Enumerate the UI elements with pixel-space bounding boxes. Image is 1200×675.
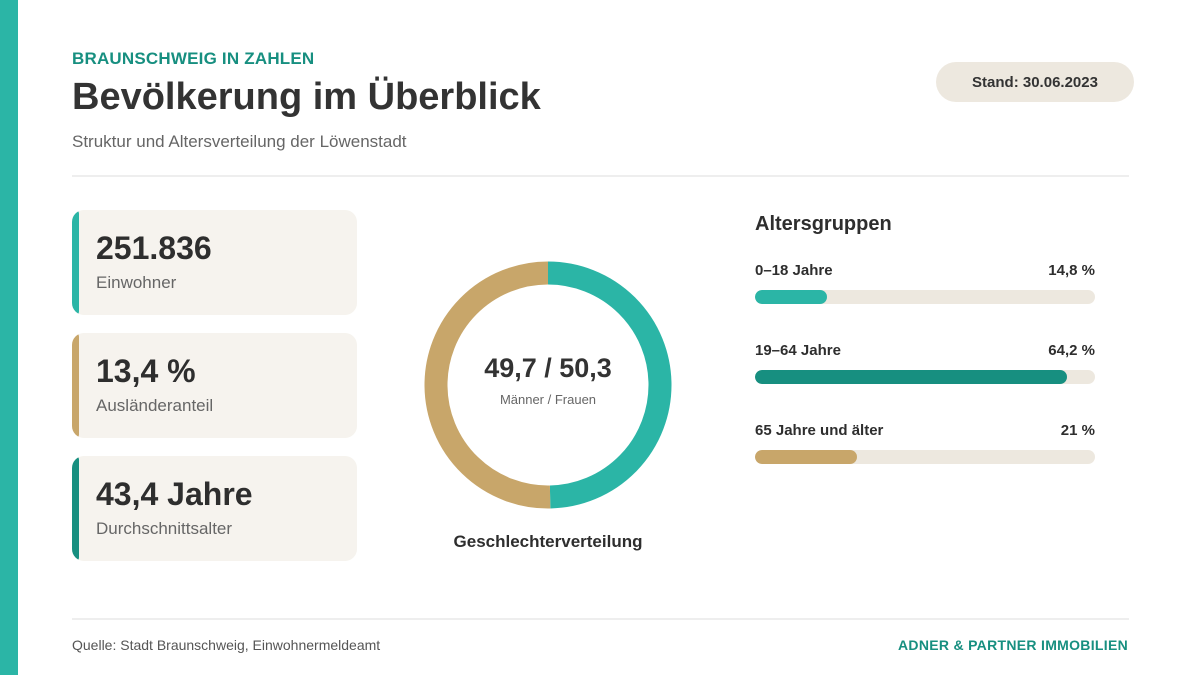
age-bar-fill [755,290,827,304]
age-row-19-64: 19–64 Jahre 64,2 % [755,342,1095,384]
age-bar-track [755,370,1095,384]
age-row-label: 0–18 Jahre [755,262,833,279]
kpi-card-durchschnittsalter: 43,4 Jahre Durchschnittsalter [72,456,357,561]
age-bar-fill [755,450,857,464]
age-row-value: 21 % [1060,422,1095,439]
page-subtitle: Struktur und Altersverteilung der Löwens… [72,132,407,151]
age-row-value: 14,8 % [1048,262,1095,279]
donut-svg [424,261,672,509]
kpi-card-auslaenderanteil: 13,4 % Ausländeranteil [72,333,357,438]
age-row-0-18: 0–18 Jahre 14,8 % [755,262,1095,304]
donut-slice-frauen [424,261,551,509]
age-row-label: 19–64 Jahre [755,342,841,359]
kpi-value: 13,4 % [96,353,196,389]
kpi-value: 43,4 Jahre [96,476,253,512]
kpi-label: Ausländeranteil [96,396,214,415]
kpi-accent-bar [72,333,79,438]
kpi-label: Durchschnittsalter [96,519,233,538]
page-kicker: BRAUNSCHWEIG IN ZAHLEN [72,49,315,68]
kpi-accent-bar [72,456,79,561]
age-bar-fill [755,370,1067,384]
footer-divider [72,618,1129,620]
age-row-label: 65 Jahre und älter [755,422,884,439]
stand-date-badge: Stand: 30.06.2023 [936,62,1134,102]
kpi-value: 251.836 [96,230,212,266]
kpi-card-einwohner: 251.836 Einwohner [72,210,357,315]
age-row-value: 64,2 % [1048,342,1095,359]
donut-value: 49,7 / 50,3 [484,353,612,383]
brand-name: ADNER & PARTNER IMMOBILIEN [898,637,1128,653]
gender-donut-chart: 49,7 / 50,3 Männer / Frauen [423,260,673,510]
header-divider [72,175,1129,177]
kpi-label: Einwohner [96,273,177,292]
page-title: Bevölkerung im Überblick [72,76,541,118]
age-bar-track [755,450,1095,464]
age-groups-title: Altersgruppen [755,213,892,235]
side-accent-bar [0,0,18,675]
donut-center: 49,7 / 50,3 Männer / Frauen [423,260,673,510]
source-note: Quelle: Stadt Braunschweig, Einwohnermel… [72,637,381,653]
donut-caption: Männer / Frauen [499,392,597,407]
age-row-65-plus: 65 Jahre und älter 21 % [755,422,1095,464]
kpi-accent-bar [72,210,79,315]
age-bar-track [755,290,1095,304]
donut-title: Geschlechterverteilung [453,532,643,551]
donut-slice-maenner [547,261,672,509]
